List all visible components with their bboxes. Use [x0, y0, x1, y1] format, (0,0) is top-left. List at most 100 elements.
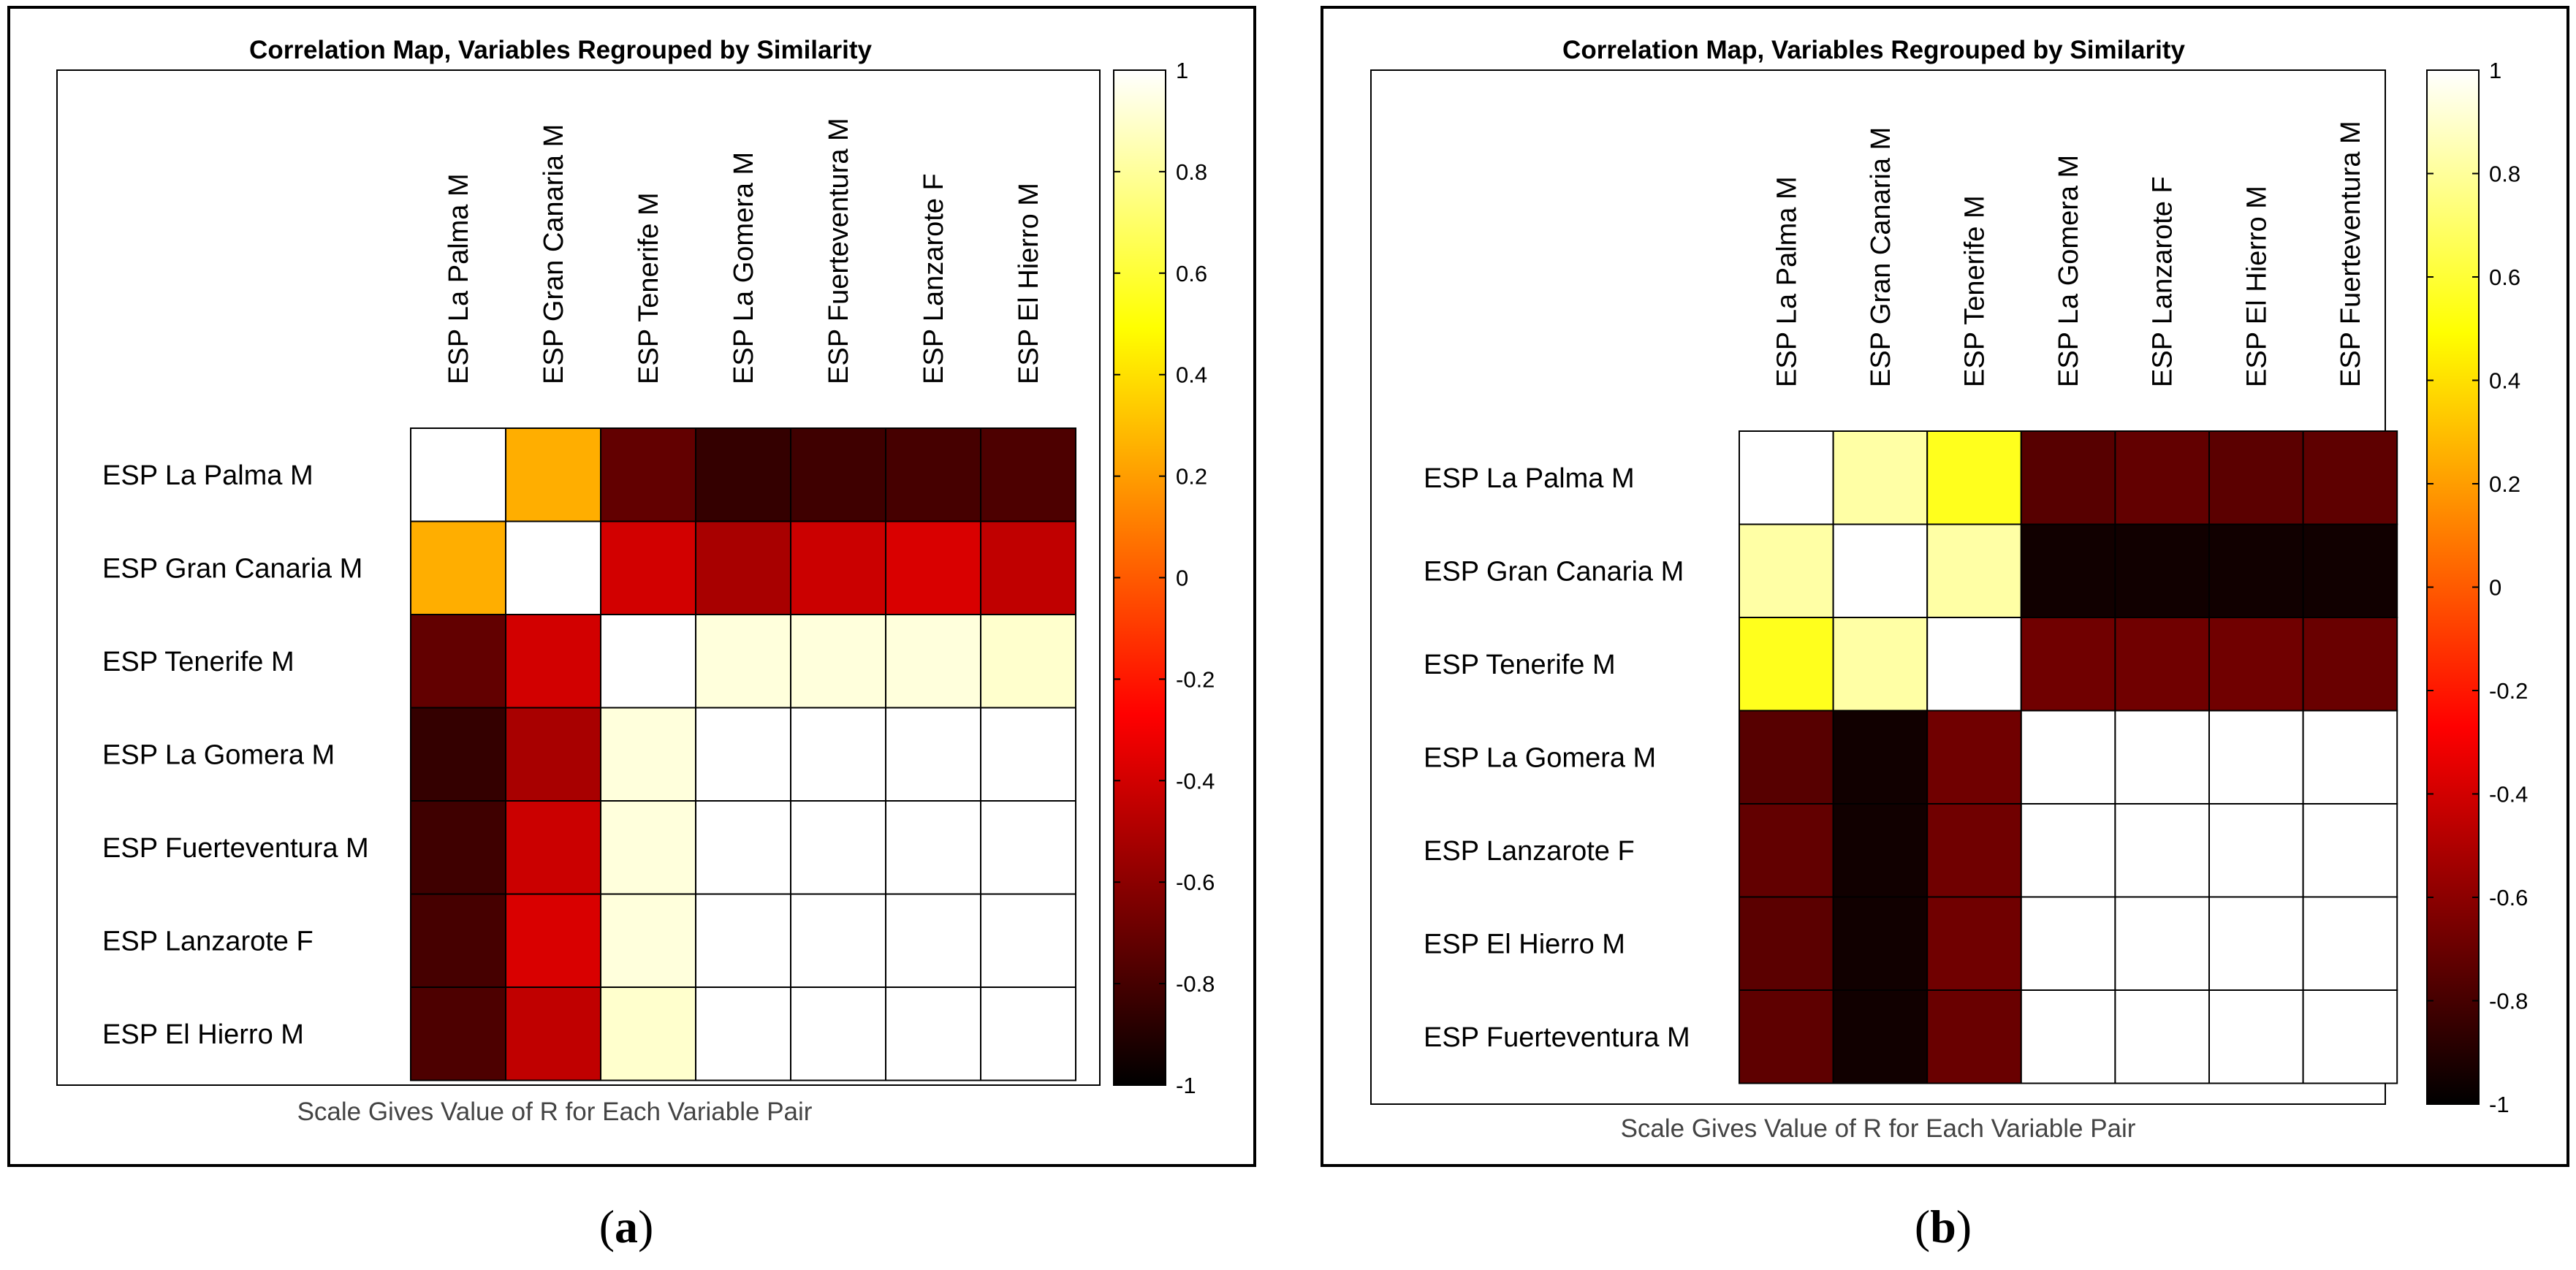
- colorbar-tick-label: 1: [1176, 58, 1188, 83]
- heatmap-cell: [1926, 803, 2022, 898]
- colorbar-tick-label: -0.8: [2489, 989, 2528, 1014]
- row-label: ESP Gran Canaria M: [102, 553, 362, 584]
- colorbar-tick-label: 0.2: [1176, 464, 1207, 490]
- colorbar-tick-label: -0.6: [2489, 885, 2528, 910]
- heatmap-cell: [600, 800, 696, 895]
- heatmap-cell: [2020, 803, 2116, 898]
- x-axis-label: Scale Gives Value of R for Each Variable…: [1621, 1114, 2136, 1143]
- heatmap-cell: [2020, 430, 2116, 525]
- heatmap-cell: [2020, 989, 2116, 1084]
- heatmap-cell: [2020, 710, 2116, 805]
- panel-a: Correlation Map, Variables Regrouped by …: [7, 6, 1256, 1252]
- heatmap-cell: [2114, 896, 2210, 991]
- heatmap-cell: [2302, 989, 2398, 1084]
- heatmap-cell: [790, 893, 886, 988]
- row-label: ESP El Hierro M: [1424, 929, 1625, 959]
- heatmap-cell: [505, 707, 601, 802]
- colorbar-tick-label: 0.6: [2489, 265, 2520, 290]
- heatmap-cell: [1739, 803, 1834, 898]
- heatmap-cell: [2114, 989, 2210, 1084]
- heatmap-cell: [695, 614, 791, 709]
- heatmap-cell: [1832, 989, 1929, 1084]
- colorbar-tick-label: 0.8: [2489, 161, 2520, 187]
- column-label: ESP La Palma M: [1771, 176, 1802, 387]
- row-label: ESP La Gomera M: [102, 739, 335, 770]
- heatmap-cell: [2114, 523, 2210, 618]
- heatmap-cell: [980, 893, 1076, 988]
- heatmap-cell: [980, 427, 1076, 522]
- heatmap-cell: [885, 707, 981, 802]
- column-label: ESP La Gomera M: [2053, 155, 2084, 387]
- row-label: ESP La Palma M: [102, 460, 314, 491]
- heatmap-cell: [1832, 617, 1929, 712]
- heatmap-cell: [600, 707, 696, 802]
- panel-frame: [1321, 6, 2569, 1167]
- column-label: ESP Gran Canaria M: [1866, 127, 1896, 387]
- panel-frame: [7, 6, 1256, 1167]
- colorbar-tick-label: 0.4: [1176, 362, 1207, 388]
- heatmap-cell: [790, 800, 886, 895]
- heatmap-cell: [600, 427, 696, 522]
- colorbar-tick-label: 0: [2489, 575, 2501, 601]
- x-axis-label: Scale Gives Value of R for Each Variable…: [297, 1098, 813, 1126]
- heatmap-cell: [2302, 523, 2398, 618]
- heatmap-cell: [980, 986, 1076, 1081]
- row-label: ESP Lanzarote F: [102, 926, 314, 957]
- heatmap-cell: [410, 986, 506, 1081]
- heatmap-cell: [980, 520, 1076, 615]
- heatmap-cell: [695, 520, 791, 615]
- heatmap-cell: [2208, 896, 2304, 991]
- row-label: ESP Lanzarote F: [1424, 836, 1635, 867]
- heatmap-cell: [2208, 803, 2304, 898]
- heatmap-cell: [2302, 896, 2398, 991]
- column-label: ESP El Hierro M: [1014, 183, 1044, 384]
- column-label: ESP Lanzarote F: [2148, 176, 2178, 387]
- heatmap-cell: [1739, 430, 1834, 525]
- heatmap-cell: [980, 707, 1076, 802]
- heatmap-cell: [885, 520, 981, 615]
- heatmap-cell: [1739, 989, 1834, 1084]
- heatmap-cell: [2020, 896, 2116, 991]
- heatmap-cell: [885, 427, 981, 522]
- column-label: ESP Fuerteventura M: [824, 118, 854, 384]
- chart-title: Correlation Map, Variables Regrouped by …: [249, 36, 872, 64]
- heatmap-cell: [1832, 803, 1929, 898]
- heatmap-cell: [1926, 896, 2022, 991]
- heatmap-cell: [695, 800, 791, 895]
- heatmap-cell: [1926, 989, 2022, 1084]
- heatmap-cell: [2208, 430, 2304, 525]
- colorbar-tick-label: -0.8: [1176, 971, 1215, 997]
- heatmap-cell: [410, 893, 506, 988]
- heatmap-cell: [980, 800, 1076, 895]
- heatmap-cell: [600, 614, 696, 709]
- heatmap-cell: [1739, 523, 1834, 618]
- heatmap-cell: [2208, 523, 2304, 618]
- column-label: ESP Tenerife M: [634, 192, 664, 384]
- heatmap-cell: [2114, 430, 2210, 525]
- heatmap-cell: [2020, 617, 2116, 712]
- colorbar-tick-label: -0.2: [2489, 678, 2528, 704]
- heatmap-cell: [1739, 617, 1834, 712]
- heatmap-cell: [695, 427, 791, 522]
- colorbar-tick-label: 0.4: [2489, 368, 2520, 394]
- heatmap-cell: [790, 986, 886, 1081]
- heatmap-cell: [1832, 523, 1929, 618]
- panel-caption: (b): [1915, 1201, 1972, 1252]
- heatmap-cell: [790, 427, 886, 522]
- heatmap-cell: [505, 893, 601, 988]
- heatmap-cell: [695, 986, 791, 1081]
- chart-title: Correlation Map, Variables Regrouped by …: [1562, 36, 2185, 64]
- colorbar-tick-label: 0.8: [1176, 159, 1207, 185]
- heatmap-cell: [505, 800, 601, 895]
- heatmap-cell: [2114, 617, 2210, 712]
- heatmap-cell: [1832, 896, 1929, 991]
- heatmap-cell: [505, 427, 601, 522]
- heatmap-cell: [2302, 710, 2398, 805]
- heatmap-cell: [1739, 896, 1834, 991]
- heatmap-cell: [790, 614, 886, 709]
- heatmap-cell: [2208, 989, 2304, 1084]
- colorbar-tick-label: 0: [1176, 566, 1188, 591]
- row-label: ESP Tenerife M: [102, 647, 295, 677]
- colorbar-tick-label: -0.2: [1176, 666, 1215, 692]
